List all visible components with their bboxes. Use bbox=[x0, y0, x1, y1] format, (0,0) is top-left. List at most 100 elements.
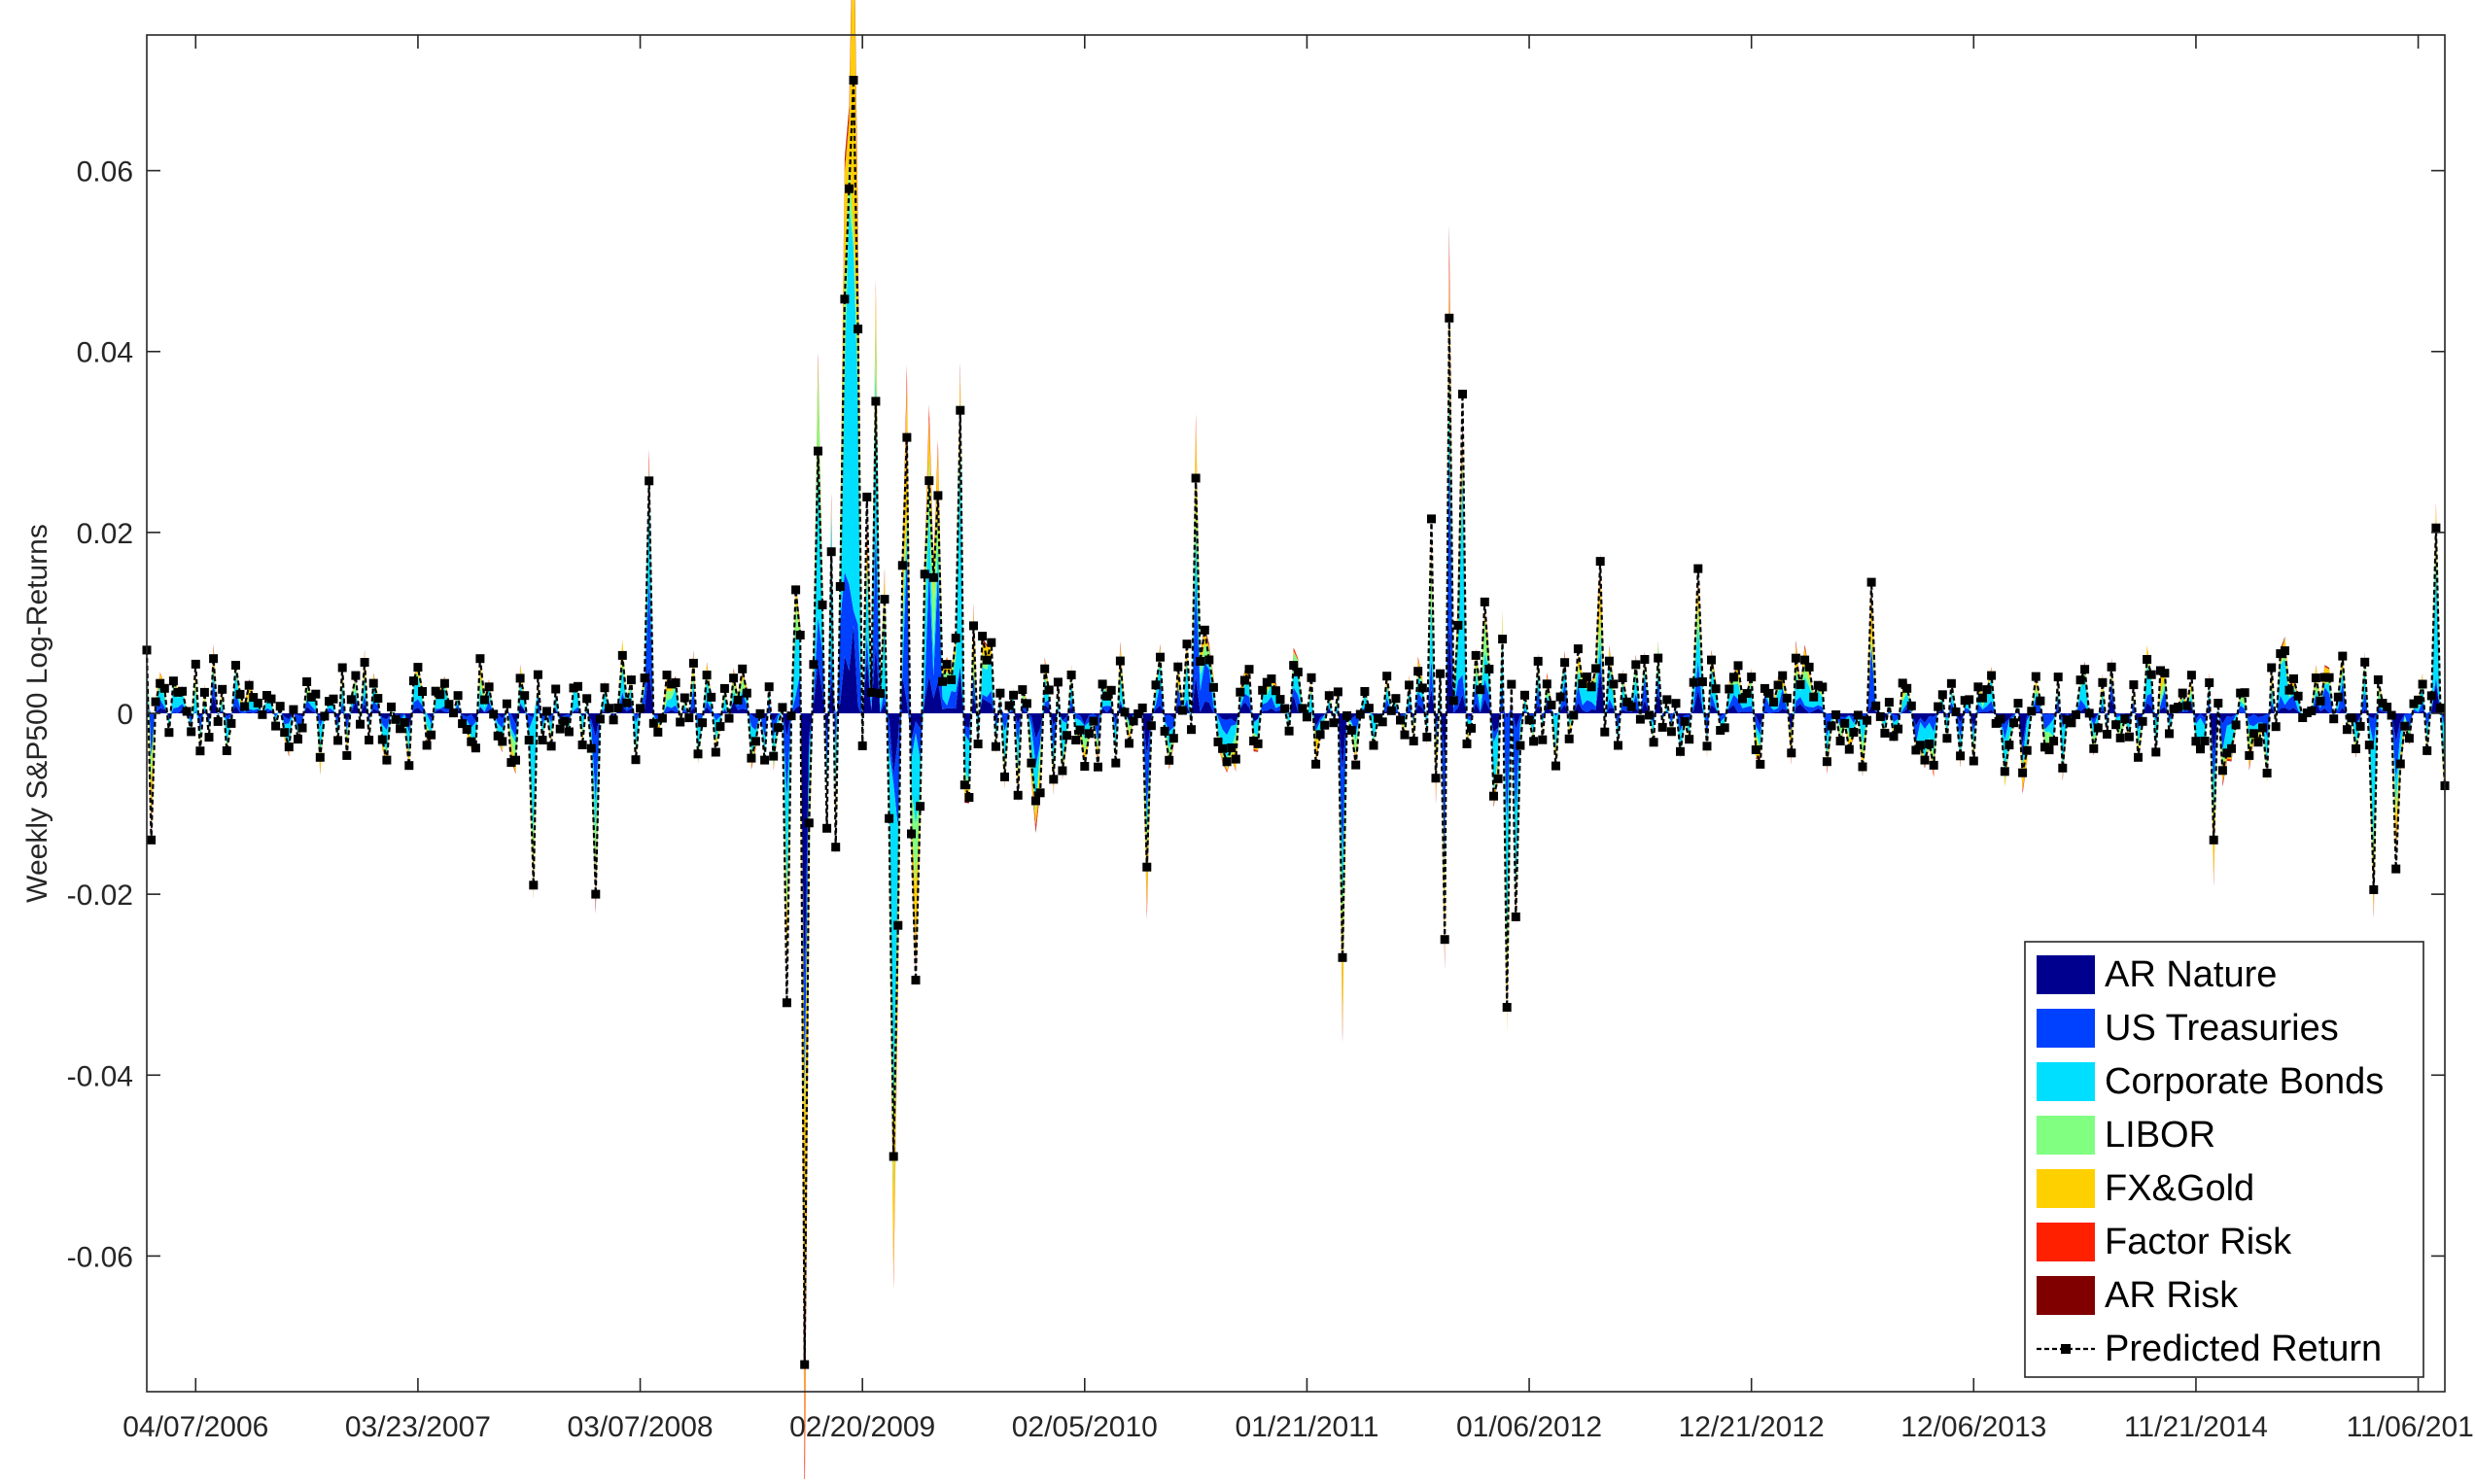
predicted-return-marker bbox=[1818, 682, 1828, 692]
predicted-return-marker bbox=[711, 747, 720, 757]
predicted-return-marker bbox=[626, 675, 636, 685]
predicted-return-marker bbox=[1996, 714, 2005, 724]
predicted-return-marker bbox=[1018, 685, 1028, 695]
predicted-return-marker bbox=[315, 752, 325, 762]
predicted-return-marker bbox=[595, 714, 605, 724]
predicted-return-marker bbox=[586, 743, 596, 753]
predicted-return-marker bbox=[1315, 730, 1325, 740]
predicted-return-marker bbox=[1929, 760, 1938, 770]
predicted-return-marker bbox=[1262, 677, 1272, 687]
predicted-return-marker bbox=[2364, 741, 2374, 750]
predicted-return-marker bbox=[551, 684, 561, 694]
predicted-return-marker bbox=[1146, 721, 1156, 731]
predicted-return-marker bbox=[436, 690, 445, 700]
predicted-return-marker bbox=[1937, 690, 1947, 700]
predicted-return-marker bbox=[1333, 687, 1342, 697]
predicted-return-marker bbox=[804, 818, 814, 828]
predicted-return-marker bbox=[778, 703, 787, 712]
predicted-return-marker bbox=[1369, 741, 1378, 750]
predicted-return-marker bbox=[1764, 688, 1774, 698]
predicted-return-marker bbox=[1484, 665, 1494, 673]
predicted-return-marker bbox=[2404, 734, 2414, 743]
predicted-return-marker bbox=[1346, 725, 1356, 735]
predicted-return-marker bbox=[422, 741, 432, 750]
predicted-return-marker bbox=[1733, 661, 1743, 671]
predicted-return-marker bbox=[1569, 710, 1579, 720]
predicted-return-marker bbox=[1902, 683, 1912, 693]
predicted-return-marker bbox=[493, 731, 503, 741]
predicted-return-marker bbox=[1053, 677, 1063, 687]
predicted-return-marker bbox=[1391, 694, 1401, 704]
predicted-return-marker bbox=[209, 654, 219, 664]
predicted-return-marker bbox=[1156, 652, 1165, 662]
predicted-return-marker bbox=[218, 684, 227, 694]
predicted-return-marker bbox=[645, 476, 654, 486]
predicted-return-marker bbox=[1809, 692, 1819, 702]
predicted-return-marker bbox=[280, 728, 290, 738]
predicted-return-marker bbox=[1773, 680, 1783, 690]
predicted-return-marker bbox=[2383, 703, 2392, 711]
predicted-return-marker bbox=[2200, 737, 2210, 745]
predicted-return-marker bbox=[1760, 683, 1769, 693]
predicted-return-marker bbox=[1222, 757, 1232, 767]
predicted-return-marker bbox=[1849, 728, 1859, 737]
predicted-return-marker bbox=[591, 889, 601, 899]
predicted-return-marker bbox=[427, 730, 436, 740]
predicted-return-marker bbox=[1626, 702, 1636, 711]
predicted-return-marker bbox=[1875, 711, 1885, 721]
predicted-return-marker bbox=[1400, 730, 1410, 740]
predicted-return-marker bbox=[1640, 655, 1650, 664]
predicted-return-marker bbox=[1609, 679, 1619, 689]
predicted-return-marker bbox=[719, 683, 729, 693]
predicted-return-marker bbox=[1831, 710, 1841, 719]
predicted-return-marker bbox=[2018, 768, 2028, 777]
predicted-return-marker bbox=[2387, 710, 2396, 720]
predicted-return-marker bbox=[1448, 696, 1458, 706]
predicted-return-marker bbox=[1618, 673, 1627, 682]
predicted-return-marker bbox=[933, 491, 943, 500]
predicted-return-marker bbox=[831, 843, 841, 852]
predicted-return-marker bbox=[1436, 669, 1446, 678]
predicted-return-marker bbox=[880, 595, 889, 604]
predicted-return-marker bbox=[1208, 682, 1218, 692]
predicted-return-marker bbox=[2320, 673, 2329, 682]
predicted-return-marker bbox=[408, 676, 418, 686]
predicted-return-marker bbox=[1013, 790, 1023, 800]
predicted-return-marker bbox=[2058, 763, 2068, 773]
predicted-return-marker bbox=[982, 655, 992, 665]
predicted-return-marker bbox=[1258, 685, 1268, 695]
predicted-return-marker bbox=[2293, 691, 2303, 701]
predicted-return-marker bbox=[987, 638, 996, 647]
predicted-return-marker bbox=[2098, 677, 2108, 687]
predicted-return-marker bbox=[2222, 748, 2232, 758]
legend-label: Predicted Return bbox=[2105, 1329, 2382, 1369]
predicted-return-marker bbox=[400, 717, 409, 727]
predicted-return-marker bbox=[574, 681, 582, 691]
x-tick-label: 03/23/2007 bbox=[345, 1411, 491, 1443]
predicted-return-marker bbox=[2178, 688, 2187, 698]
predicted-return-marker bbox=[2027, 707, 2037, 716]
predicted-return-marker bbox=[431, 686, 440, 696]
predicted-return-marker bbox=[1142, 862, 1152, 872]
predicted-return-marker bbox=[582, 694, 592, 704]
predicted-return-marker bbox=[2036, 696, 2045, 706]
predicted-return-marker bbox=[1835, 737, 1845, 745]
predicted-return-marker bbox=[1853, 710, 1863, 720]
predicted-return-marker bbox=[235, 689, 245, 699]
predicted-return-marker bbox=[453, 691, 463, 701]
predicted-return-marker bbox=[156, 678, 165, 688]
predicted-return-marker bbox=[1662, 695, 1672, 705]
predicted-return-marker bbox=[1654, 653, 1663, 663]
predicted-return-marker bbox=[1702, 742, 1712, 751]
predicted-return-marker bbox=[2214, 699, 2223, 707]
predicted-return-marker bbox=[2124, 732, 2134, 742]
predicted-return-marker bbox=[1711, 684, 1721, 694]
predicted-return-marker bbox=[2352, 744, 2360, 753]
predicted-return-marker bbox=[1583, 673, 1591, 681]
predicted-return-marker bbox=[1747, 673, 1757, 682]
predicted-return-marker bbox=[2435, 704, 2445, 712]
predicted-return-marker bbox=[1253, 739, 1263, 748]
predicted-return-marker bbox=[791, 585, 801, 595]
predicted-return-marker bbox=[2062, 715, 2072, 725]
predicted-return-marker bbox=[1445, 313, 1454, 323]
